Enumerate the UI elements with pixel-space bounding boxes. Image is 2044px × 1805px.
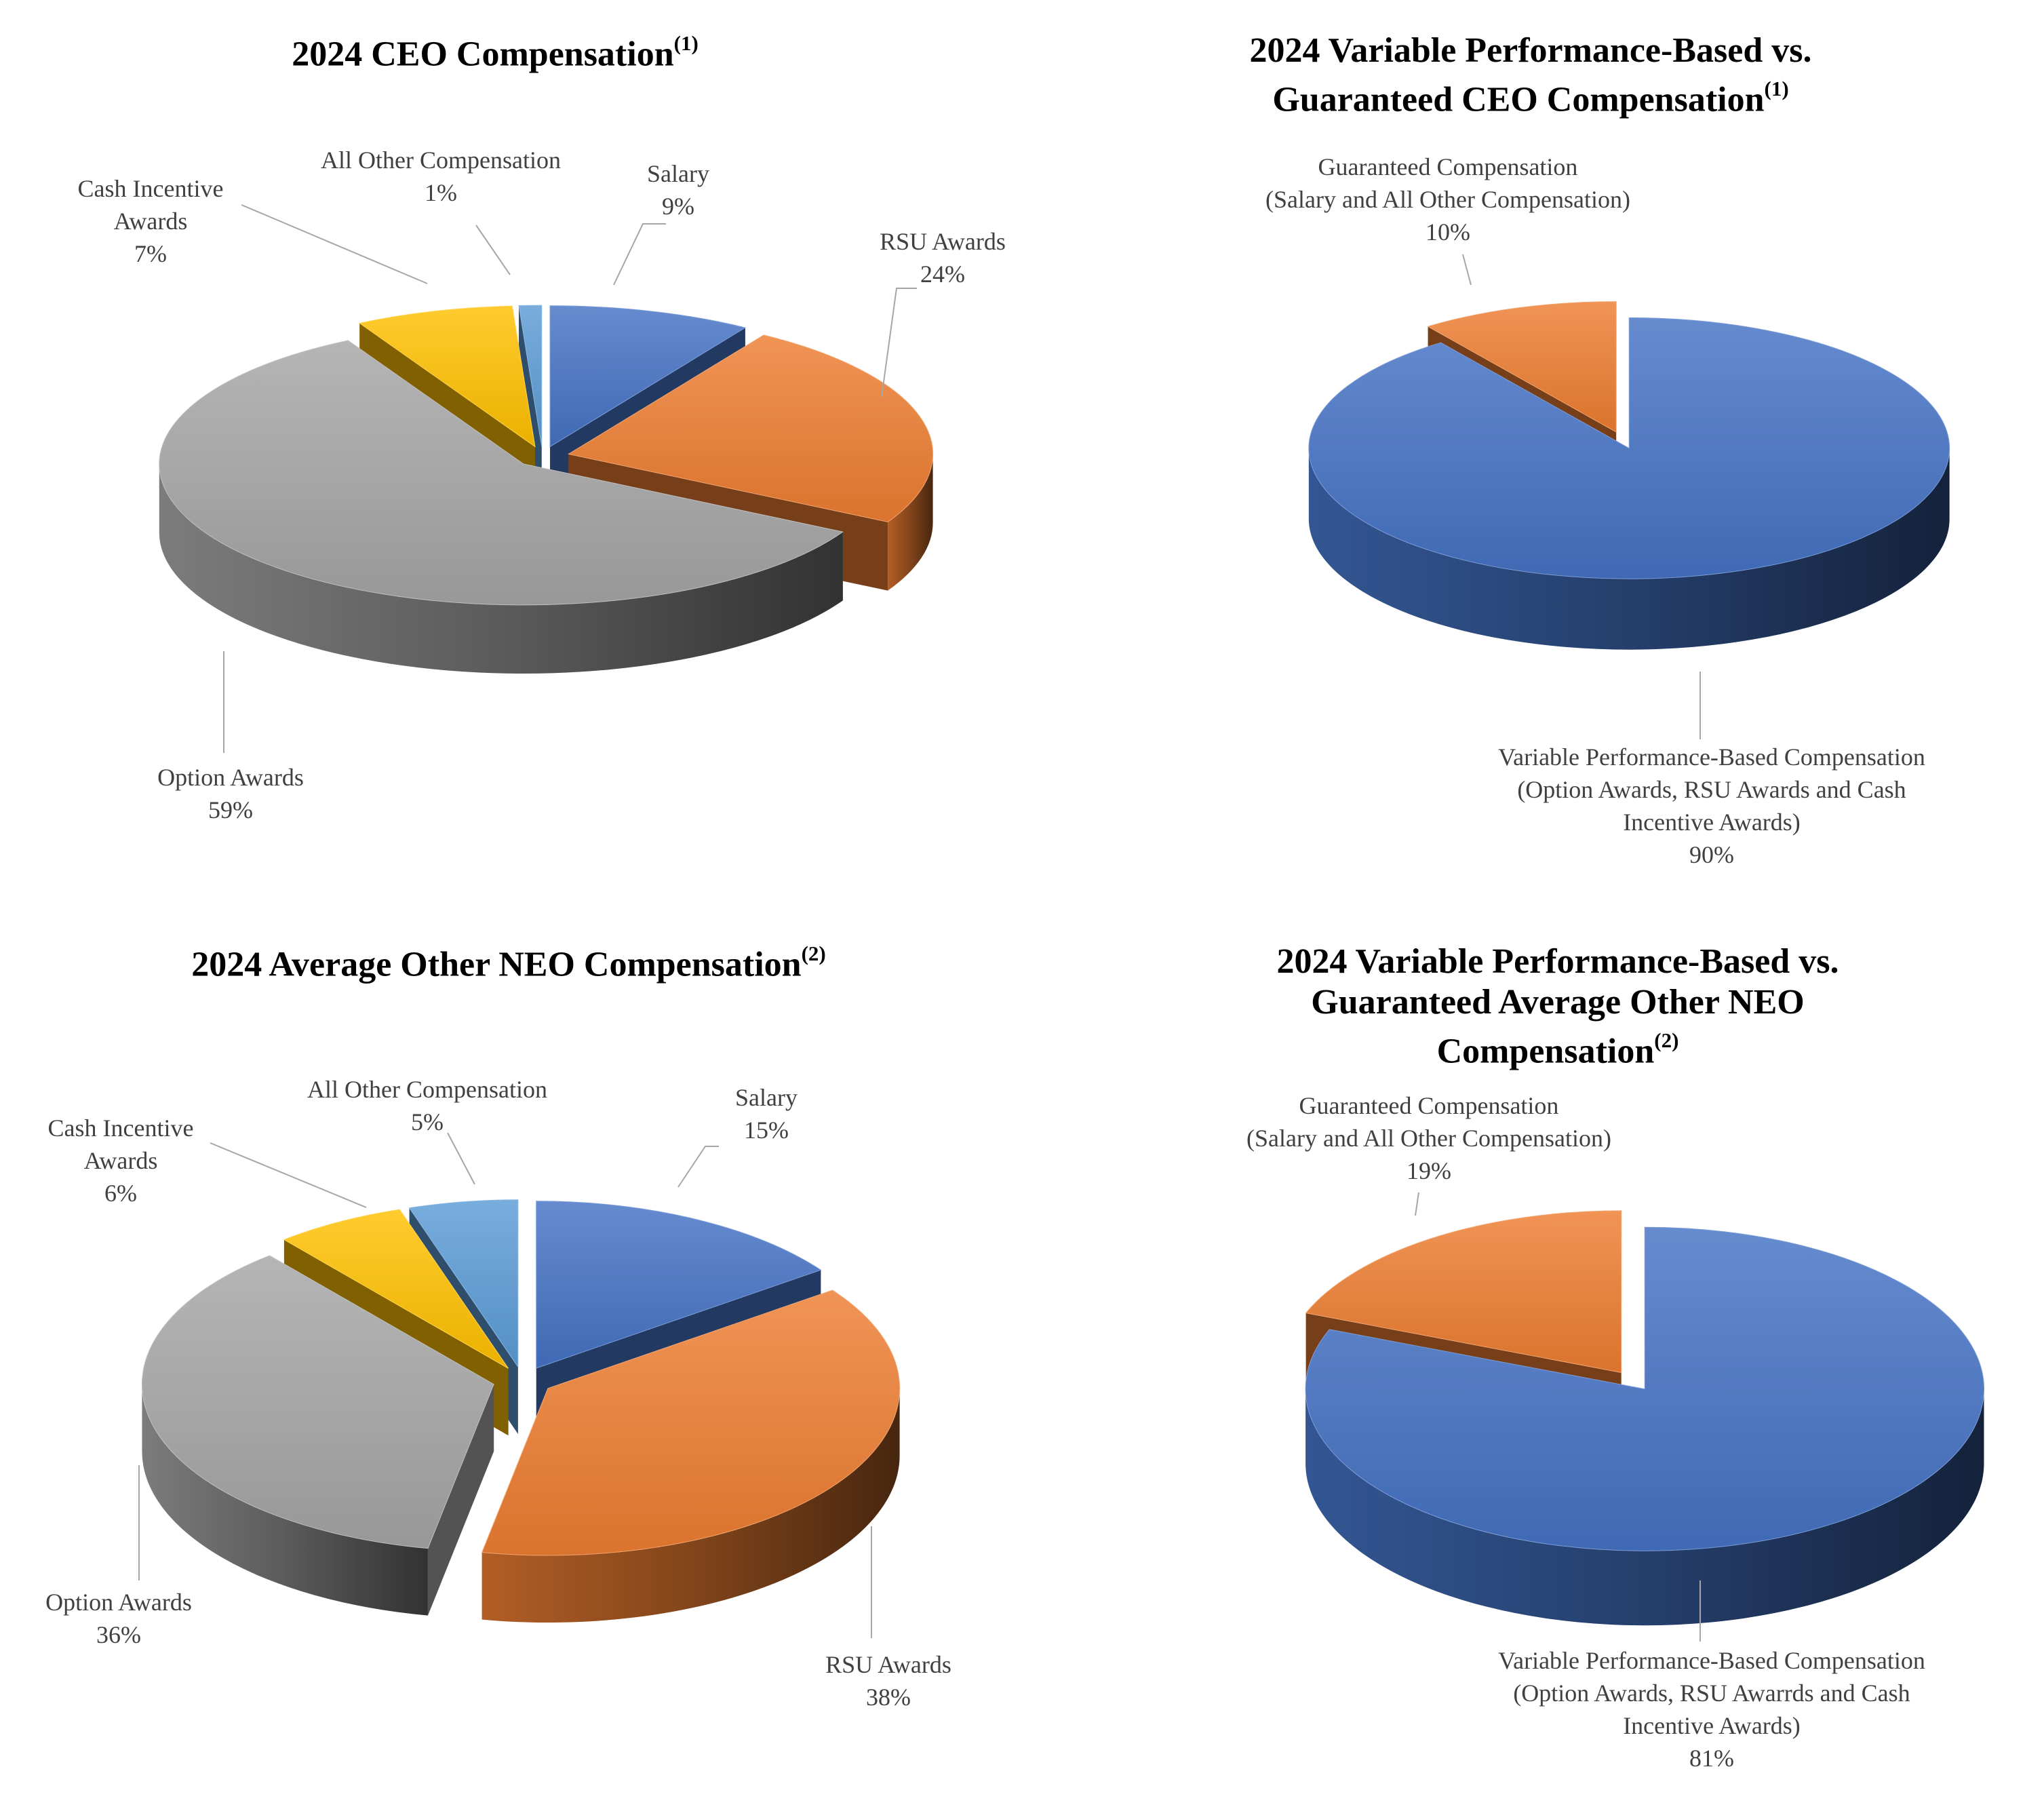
slice-value-rsu-awards: 38% <box>866 1684 911 1711</box>
pie-slice-guaranteed-compensation <box>1427 301 1617 433</box>
pie-slice-wall-option-awards <box>427 1384 494 1616</box>
slice-value-option-awards: 36% <box>96 1621 141 1648</box>
slice-label-variable-performance-based-compensation: Variable Performance-Based Compensation <box>1498 743 1925 771</box>
chart-title-text: 2024 Variable Performance-Based vs. Guar… <box>1276 942 1839 1071</box>
chart-title: 2024 Variable Performance-Based vs. Guar… <box>1266 942 1849 1072</box>
pie-chart-svg: Variable Performance-Based Compensation (… <box>1246 1092 1984 1772</box>
pie-slice-side-option-awards <box>142 1384 428 1616</box>
slice-value-salary: 15% <box>744 1117 789 1144</box>
leader-line-guaranteed-compensation <box>1462 254 1472 286</box>
slice-label-cash-incentive-awards: Cash Incentive <box>78 175 224 202</box>
slice-value-all-other-compensation: 1% <box>425 179 457 206</box>
pie-slice-side-variable-performance-based-compensation <box>1305 1389 1984 1626</box>
chart-title-text: 2024 Variable Performance-Based vs. Guar… <box>1249 31 1812 119</box>
slice-label-all-other-compensation: All Other Compensation <box>307 1076 547 1103</box>
leader-line-all-other-compensation <box>447 1132 475 1185</box>
slice-value-salary: 9% <box>662 193 694 220</box>
chart-ceo-compensation: Salary 9% RSU Awards 24% Option Awards 59% Cas… <box>0 0 1022 902</box>
pie-slice-salary <box>536 1201 822 1369</box>
pie-slice-side-option-awards <box>159 464 843 674</box>
slice-label-cash-incentive-awards: Awards <box>84 1147 158 1174</box>
slice-label-rsu-awards: RSU Awards <box>825 1651 951 1678</box>
slice-value-guaranteed-compensation: 19% <box>1407 1157 1451 1184</box>
pie-chart-svg: Salary 15% RSU Awards 38% Option Awards 36% Ca… <box>45 1076 951 1711</box>
leader-line-salary <box>613 223 666 286</box>
chart-title: 2024 Variable Performance-Based vs. Guar… <box>1225 31 1836 120</box>
slice-label-guaranteed-compensation: (Salary and All Other Compensation) <box>1246 1125 1611 1152</box>
slice-value-guaranteed-compensation: 10% <box>1426 218 1470 246</box>
pie-slice-option-awards <box>141 1255 494 1549</box>
slice-label-guaranteed-compensation: Guaranteed Compensation <box>1318 153 1578 180</box>
slice-label-option-awards: Option Awards <box>157 764 304 791</box>
pie-slice-all-other-compensation <box>408 1199 519 1368</box>
leader-line-all-other-compensation <box>475 225 511 275</box>
slice-label-salary: Salary <box>735 1084 798 1111</box>
slice-value-cash-incentive-awards: 7% <box>134 240 167 267</box>
pie-slice-option-awards <box>159 340 844 606</box>
slice-value-option-awards: 59% <box>208 796 253 823</box>
chart-neo-variable-vs-guaranteed: Variable Performance-Based Compensation (… <box>1022 902 2044 1804</box>
slice-value-variable-performance-based-compensation: 81% <box>1689 1745 1734 1772</box>
leader-line-guaranteed-compensation <box>1415 1192 1419 1216</box>
slice-label-guaranteed-compensation: (Salary and All Other Compensation) <box>1265 186 1630 213</box>
slice-label-cash-incentive-awards: Awards <box>114 208 188 235</box>
pie-slice-side-rsu-awards <box>481 1388 900 1623</box>
pie-slice-guaranteed-compensation <box>1305 1210 1622 1374</box>
pie-slice-cash-incentive-awards <box>283 1209 509 1369</box>
slice-value-cash-incentive-awards: 6% <box>104 1180 137 1207</box>
pie-slice-side-rsu-awards <box>888 454 933 591</box>
slice-label-variable-performance-based-compensation: Incentive Awards) <box>1623 809 1801 836</box>
chart-ceo-variable-vs-guaranteed: Variable Performance-Based Compensation (… <box>1022 0 2044 902</box>
slice-value-variable-performance-based-compensation: 90% <box>1689 841 1734 868</box>
chart-title-text: 2024 CEO Compensation <box>292 35 674 74</box>
pie-slice-variable-performance-based-compensation <box>1305 1226 1984 1551</box>
pie-slice-rsu-awards <box>481 1289 901 1556</box>
slice-label-all-other-compensation: All Other Compensation <box>321 147 561 174</box>
chart-title: 2024 CEO Compensation(1) <box>190 26 800 75</box>
pie-slice-cash-incentive-awards <box>358 305 536 448</box>
chart-title: 2024 Average Other NEO Compensation(2) <box>136 936 882 985</box>
slice-value-all-other-compensation: 5% <box>411 1108 444 1136</box>
slice-label-cash-incentive-awards: Cash Incentive <box>48 1114 194 1142</box>
pie-slice-salary <box>549 305 747 448</box>
slice-label-variable-performance-based-compensation: (Option Awards, RSU Awards and Cash <box>1517 776 1906 803</box>
slice-label-variable-performance-based-compensation: Variable Performance-Based Compensation <box>1498 1647 1925 1674</box>
chart-title-note: (1) <box>673 31 699 55</box>
pie-slice-wall-all-other-compensation <box>519 305 542 516</box>
leader-line-rsu-awards <box>881 288 917 397</box>
pie-slice-all-other-compensation <box>518 305 543 446</box>
pie-slice-variable-performance-based-compensation <box>1308 317 1950 579</box>
slice-label-option-awards: Option Awards <box>45 1589 192 1616</box>
leader-line-cash-incentive-awards <box>241 204 428 284</box>
pie-slice-side-variable-performance-based-compensation <box>1308 448 1950 650</box>
leader-line-salary <box>677 1146 719 1188</box>
slice-label-salary: Salary <box>647 160 709 187</box>
leader-line-cash-incentive-awards <box>210 1142 367 1208</box>
pie-slice-rsu-awards <box>568 334 934 523</box>
chart-title-note: (2) <box>801 942 826 965</box>
pie-chart-svg: Salary 9% RSU Awards 24% Option Awards 59% Cas… <box>78 147 1006 823</box>
pie-chart-svg: Variable Performance-Based Compensation (… <box>1265 153 1950 868</box>
chart-title-text: 2024 Average Other NEO Compensation <box>191 945 802 984</box>
chart-neo-compensation: Salary 15% RSU Awards 38% Option Awards 36% Ca… <box>0 902 1022 1804</box>
chart-title-note: (1) <box>1764 77 1789 100</box>
slice-label-variable-performance-based-compensation: Incentive Awards) <box>1623 1712 1801 1739</box>
slice-value-rsu-awards: 24% <box>920 260 965 288</box>
slice-label-rsu-awards: RSU Awards <box>880 228 1006 255</box>
chart-title-note: (2) <box>1654 1028 1679 1052</box>
slice-label-guaranteed-compensation: Guaranteed Compensation <box>1299 1092 1559 1119</box>
slice-label-variable-performance-based-compensation: (Option Awards, RSU Awarrds and Cash <box>1513 1680 1910 1707</box>
